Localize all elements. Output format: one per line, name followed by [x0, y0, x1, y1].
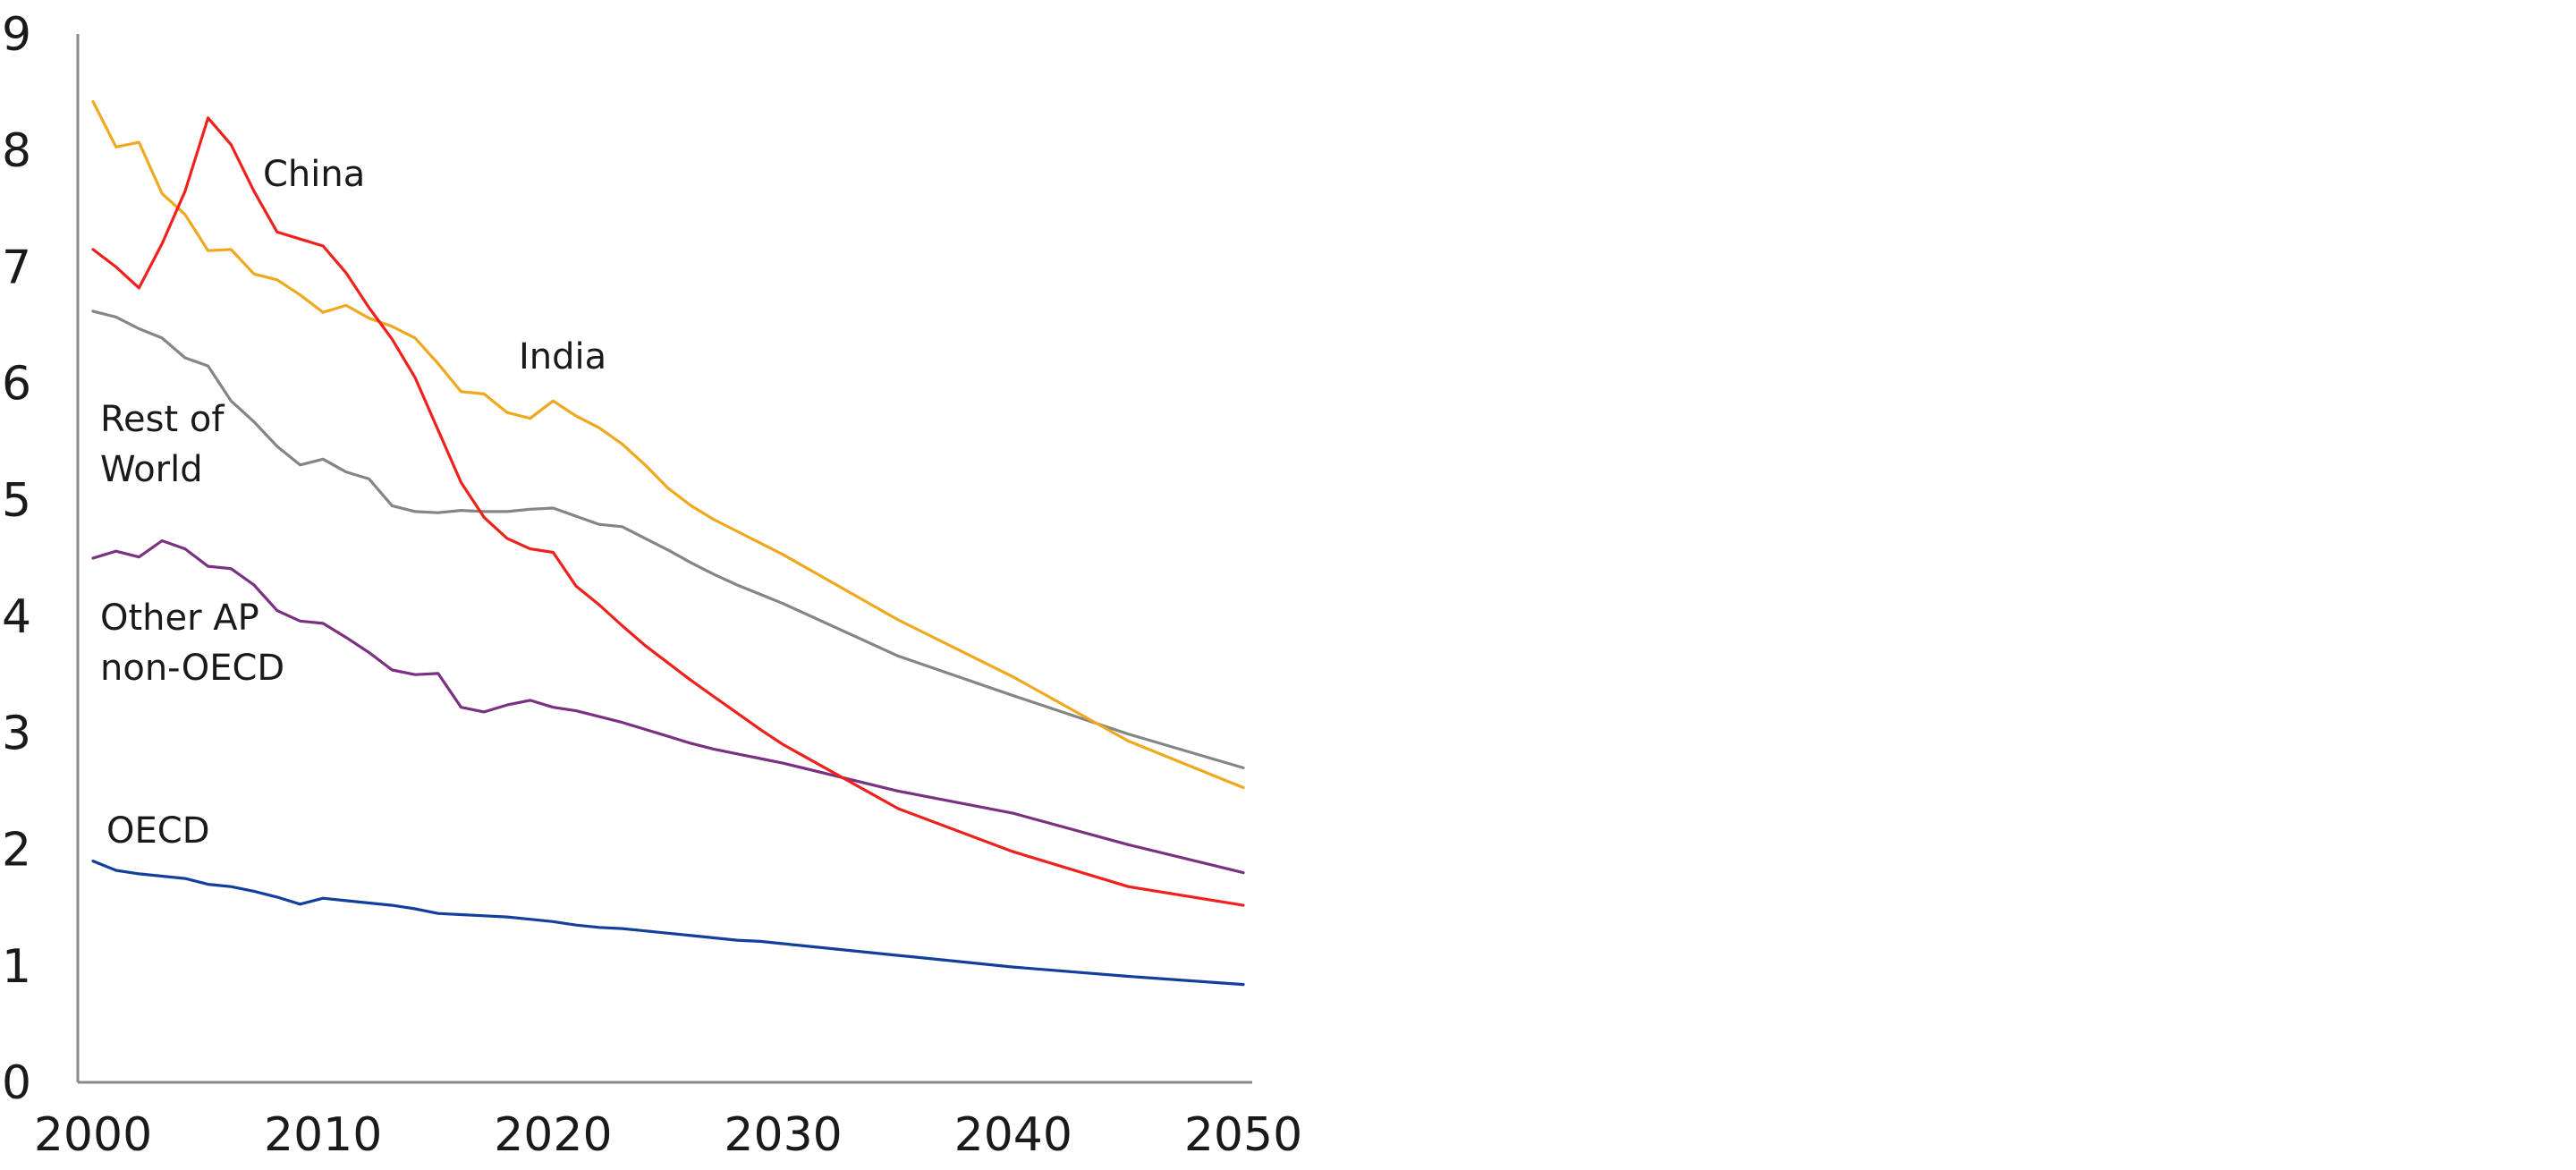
x-tick-label: 2040	[954, 1108, 1072, 1162]
series-label-china: China	[263, 154, 365, 195]
y-tick-label: 7	[2, 241, 31, 294]
x-tick-labels: 2000 2010 2020 2030 2040 2050	[34, 1108, 1302, 1162]
x-tick-label: 2020	[494, 1108, 612, 1162]
y-tick-labels: 0 1 2 3 4 5 6 7 8 9	[2, 8, 31, 1110]
series-label-india: India	[519, 336, 606, 377]
y-tick-label: 0	[2, 1056, 31, 1110]
series-label-other-ap-non-oecd: Other AP	[100, 598, 259, 639]
series-line-india	[91, 99, 1245, 790]
series-line-rest-of-world	[91, 309, 1245, 770]
series-label-other-ap-non-oecd: non-OECD	[100, 648, 284, 689]
series-label-rest-of-world: Rest of	[100, 399, 225, 440]
x-tick-label: 2030	[724, 1108, 842, 1162]
series-label-oecd: OECD	[106, 810, 210, 852]
series-lines	[91, 99, 1245, 987]
y-tick-label: 1	[2, 940, 31, 994]
series-line-china	[91, 116, 1245, 907]
y-tick-label: 9	[2, 8, 31, 62]
x-tick-label: 2050	[1184, 1108, 1302, 1162]
series-label-rest-of-world: World	[100, 449, 203, 490]
y-tick-label: 3	[2, 707, 31, 760]
y-tick-label: 2	[2, 824, 31, 878]
x-tick-label: 2010	[264, 1108, 382, 1162]
series-labels: China India Rest of World Other AP non-OECD OE…	[100, 154, 606, 852]
x-tick-label: 2000	[34, 1108, 152, 1162]
y-tick-label: 8	[2, 124, 31, 178]
y-tick-label: 4	[2, 590, 31, 644]
axes	[76, 34, 1252, 1084]
series-line-oecd	[91, 859, 1245, 987]
series-line-other-ap-non-oecd	[91, 538, 1245, 875]
y-tick-label: 6	[2, 358, 31, 411]
y-tick-label: 5	[2, 474, 31, 528]
